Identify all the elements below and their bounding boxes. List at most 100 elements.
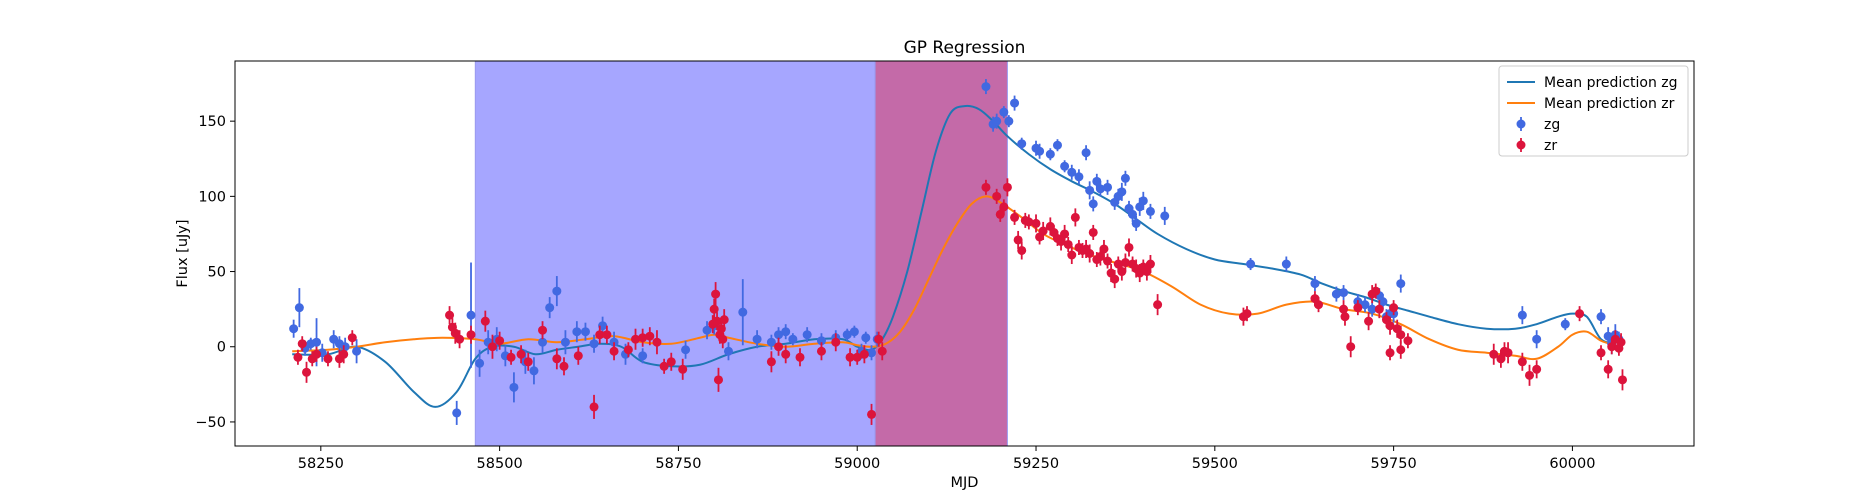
data-point <box>589 402 599 412</box>
data-point <box>999 202 1009 212</box>
chart-title: GP Regression <box>904 38 1026 58</box>
y-axis-ticks: −50 0 50 100 150 <box>195 114 235 431</box>
data-point <box>347 333 357 343</box>
data-point <box>1110 274 1120 284</box>
data-point <box>718 334 728 344</box>
data-point <box>831 337 841 347</box>
data-point <box>781 327 791 337</box>
data-point <box>1070 212 1080 222</box>
data-point <box>1017 245 1027 255</box>
data-point <box>1117 187 1127 197</box>
data-point <box>842 330 852 340</box>
data-point <box>681 345 691 355</box>
x-tick-label: 59750 <box>1371 456 1417 472</box>
data-point <box>312 337 322 347</box>
data-point <box>1004 116 1014 126</box>
data-point <box>475 358 485 368</box>
legend-box <box>1498 65 1689 157</box>
line-mean-prediction-zg <box>292 104 1616 408</box>
data-point <box>1145 259 1155 269</box>
data-point <box>340 342 350 352</box>
data-point <box>852 352 862 362</box>
data-point <box>516 349 526 359</box>
data-point <box>1339 288 1349 298</box>
data-point <box>1339 304 1349 314</box>
data-point <box>1085 249 1095 258</box>
data-point <box>1124 242 1134 252</box>
x-tick-label: 59250 <box>1013 456 1059 472</box>
data-point <box>1067 250 1077 260</box>
data-points <box>289 79 1627 425</box>
data-point <box>1596 348 1606 358</box>
data-point <box>788 334 798 344</box>
data-point <box>1088 199 1098 209</box>
data-point <box>1017 139 1027 149</box>
data-point <box>1145 206 1155 216</box>
data-point <box>1092 176 1102 186</box>
x-axis-label: MJD <box>951 475 979 491</box>
y-axis-label: Flux [uJy] <box>175 219 191 287</box>
data-point <box>859 349 869 359</box>
data-point <box>523 357 533 367</box>
data-point <box>1038 226 1048 236</box>
data-point <box>495 336 505 346</box>
data-point <box>1532 334 1542 344</box>
data-point <box>877 346 887 356</box>
data-point <box>995 209 1005 219</box>
x-tick-label: 58250 <box>298 456 344 472</box>
data-point <box>795 352 805 362</box>
data-point <box>1060 161 1070 171</box>
data-point <box>1085 185 1095 195</box>
data-point <box>992 191 1002 201</box>
data-point <box>1310 279 1320 289</box>
data-point <box>1616 337 1626 347</box>
data-point <box>1496 354 1506 364</box>
data-point <box>711 289 721 299</box>
y-tick-label: −50 <box>195 415 226 431</box>
data-point <box>506 352 516 362</box>
data-point <box>861 333 871 343</box>
legend-marker-swatch <box>1516 119 1526 129</box>
data-point <box>352 346 362 356</box>
data-point <box>1396 330 1406 340</box>
data-point <box>1120 173 1130 183</box>
data-point <box>867 348 877 358</box>
data-point <box>999 107 1009 117</box>
data-point <box>293 352 303 362</box>
data-point <box>1346 342 1356 352</box>
data-point <box>1371 286 1381 296</box>
data-point <box>339 349 349 359</box>
data-point <box>312 349 322 359</box>
data-point <box>1056 236 1066 246</box>
data-point <box>602 330 612 340</box>
data-point <box>723 346 733 356</box>
data-point <box>645 331 655 341</box>
data-point <box>1088 227 1098 237</box>
data-point <box>678 364 688 374</box>
data-point <box>1603 331 1613 341</box>
data-point <box>802 330 812 340</box>
data-point <box>580 327 590 337</box>
data-point <box>874 334 884 344</box>
data-point <box>1045 149 1055 159</box>
data-point <box>455 334 465 344</box>
data-point <box>297 339 307 349</box>
data-point <box>666 357 676 367</box>
data-point <box>1099 244 1109 254</box>
data-point <box>1353 303 1363 313</box>
data-point <box>509 382 519 392</box>
data-point <box>452 408 462 418</box>
data-point <box>652 337 662 347</box>
data-point <box>323 354 333 364</box>
data-point <box>1617 375 1627 385</box>
data-point <box>781 349 791 359</box>
x-tick-label: 60000 <box>1549 456 1595 472</box>
data-point <box>659 361 669 371</box>
data-point <box>560 337 570 347</box>
data-point <box>816 336 826 346</box>
data-point <box>981 182 991 192</box>
data-point <box>609 346 619 356</box>
data-point <box>1385 348 1395 358</box>
data-point <box>1063 239 1073 249</box>
data-point <box>1120 258 1130 268</box>
